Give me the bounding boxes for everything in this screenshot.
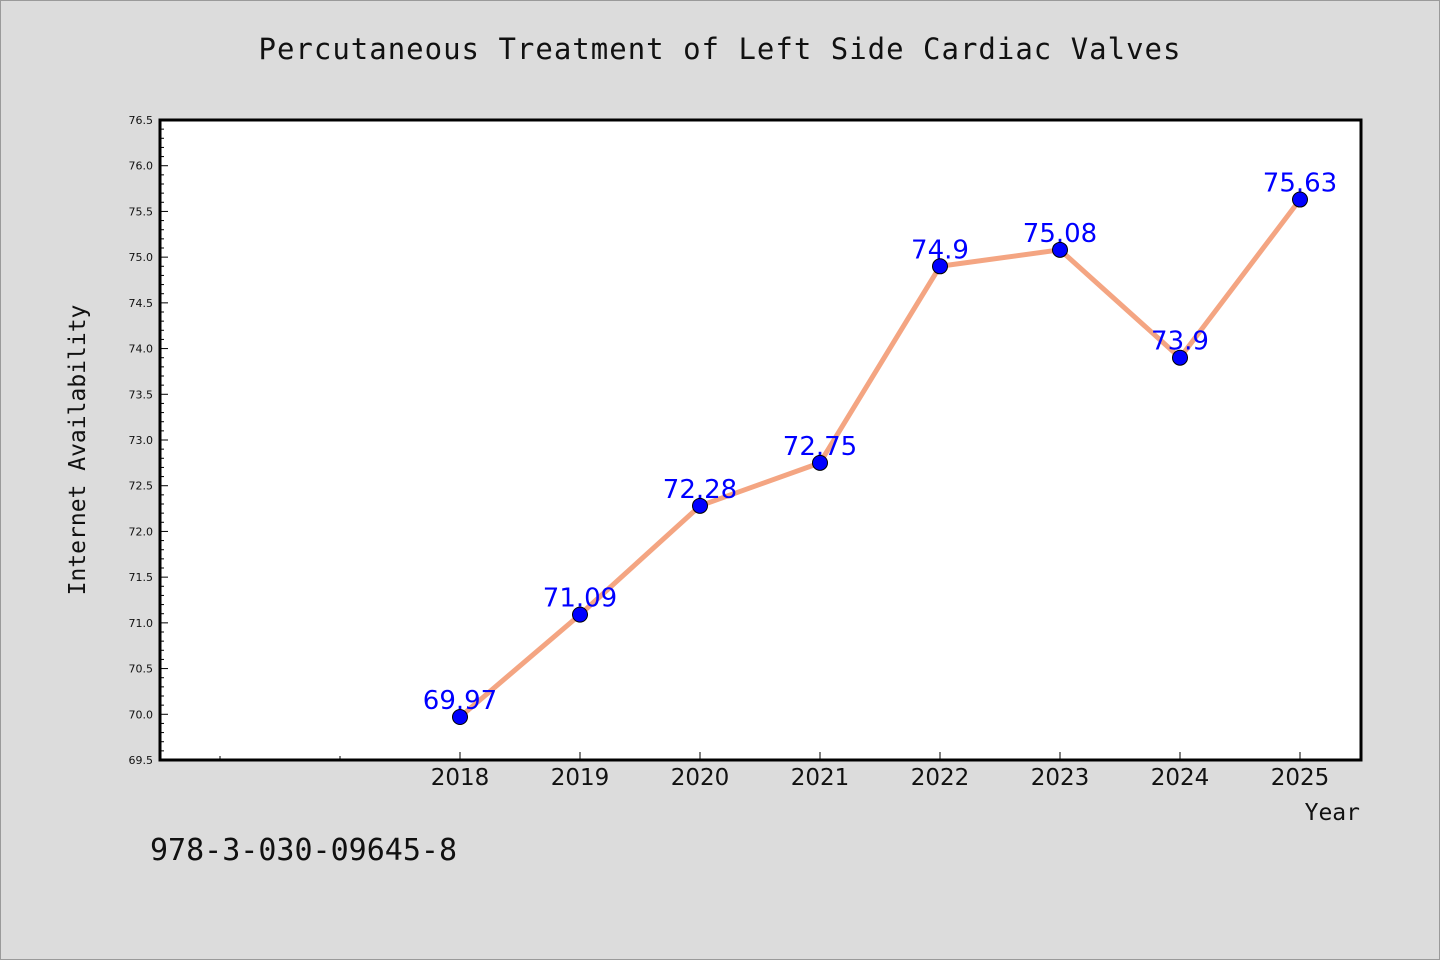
plot-area — [158, 118, 1363, 762]
chart-title: Percutaneous Treatment of Left Side Card… — [258, 32, 1182, 66]
data-point — [572, 606, 588, 623]
data-point — [1292, 191, 1308, 208]
data-point — [932, 258, 948, 275]
y-tick-label: 74.0 — [129, 343, 154, 356]
y-tick-label: 70.0 — [129, 708, 154, 721]
x-tick-label: 2024 — [1151, 765, 1210, 791]
y-tick-label: 73.0 — [129, 434, 154, 447]
y-tick-label: 76.0 — [129, 160, 154, 173]
y-tick-label: 72.5 — [129, 480, 154, 493]
y-tick-label: 75.0 — [129, 251, 154, 264]
x-tick-label: 2022 — [911, 765, 970, 791]
y-tick-label: 75.5 — [129, 205, 154, 218]
series-polyline — [458, 198, 1302, 719]
data-point — [452, 709, 468, 726]
y-tick-label: 72.0 — [129, 525, 154, 538]
book-identifier: 978-3-030-09645-8 — [150, 833, 458, 868]
x-tick-label: 2023 — [1031, 765, 1090, 791]
y-tick-label: 76.5 — [129, 114, 154, 127]
x-tick-label: 2020 — [671, 765, 730, 791]
x-tick-label: 2021 — [791, 765, 850, 791]
y-tick-label: 70.5 — [129, 663, 154, 676]
y-tick-label: 71.5 — [129, 571, 154, 584]
data-point — [692, 497, 708, 514]
data-point — [1172, 349, 1188, 366]
x-tick-label: 2025 — [1271, 765, 1330, 791]
y-tick-label: 74.5 — [129, 297, 154, 310]
y-axis-label: Internet Availability — [65, 305, 91, 596]
y-tick-label: 73.5 — [129, 388, 154, 401]
y-tick-label: 71.0 — [129, 617, 154, 630]
data-point — [812, 454, 828, 471]
data-point — [1052, 241, 1068, 258]
x-tick-label: 2019 — [551, 765, 610, 791]
series-line — [458, 198, 1302, 719]
x-axis-label: Year — [1305, 800, 1360, 826]
x-axis: 2018 2019 2020 2021 2022 2023 2024 2025 — [219, 752, 1330, 791]
y-axis: 69.5 70.0 70.5 71.0 71.5 72.0 72.5 73.0 73.5 74.0… — [129, 114, 168, 767]
y-tick-label: 69.5 — [129, 754, 154, 767]
x-tick-label: 2018 — [431, 765, 490, 791]
